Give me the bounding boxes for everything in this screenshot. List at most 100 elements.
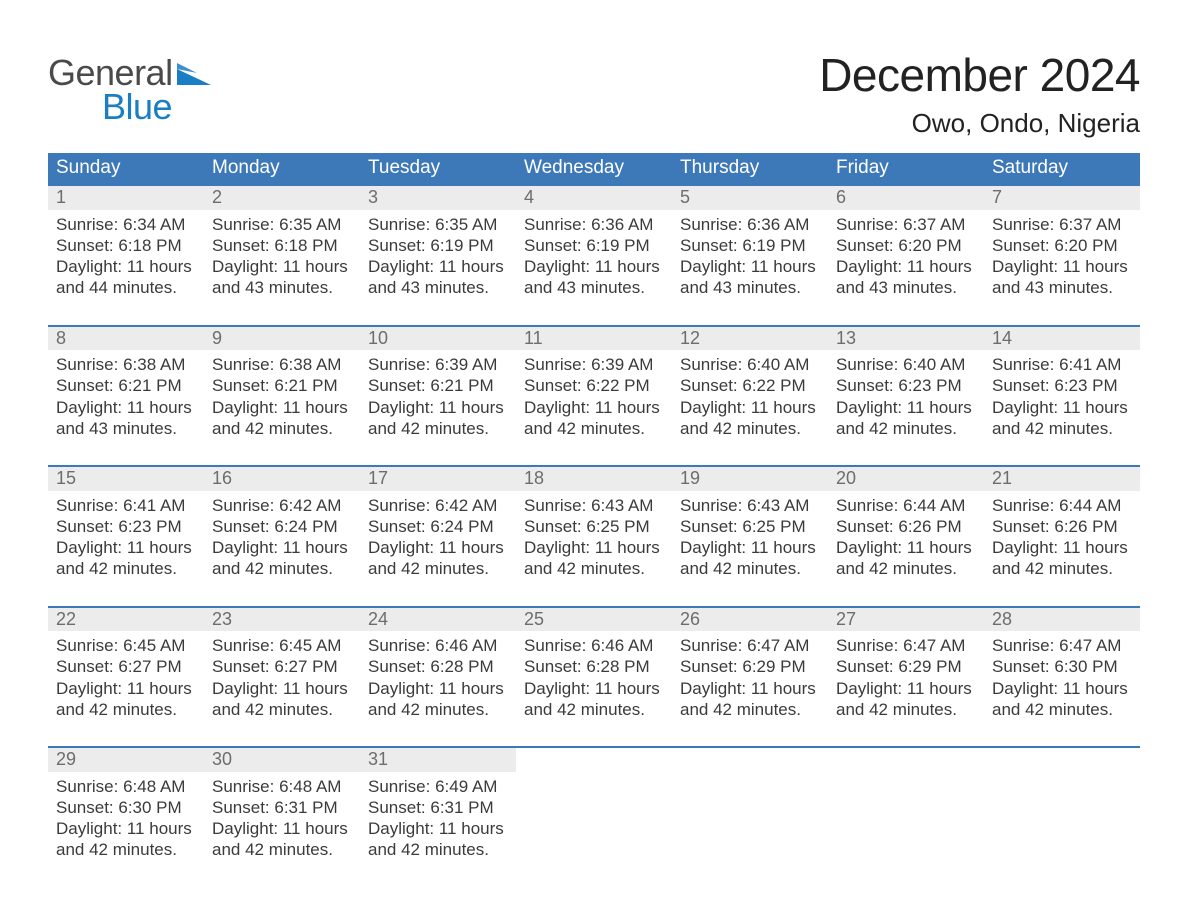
weekday-header: Friday <box>828 153 984 185</box>
daylight-line: Daylight: 11 hours and 42 minutes. <box>212 678 352 721</box>
sunrise-line: Sunrise: 6:43 AM <box>524 495 664 516</box>
sunrise-line: Sunrise: 6:48 AM <box>56 776 196 797</box>
day-number: 11 <box>516 327 672 351</box>
sunset-line: Sunset: 6:28 PM <box>524 656 664 677</box>
daylight-line: Daylight: 11 hours and 42 minutes. <box>680 678 820 721</box>
daylight-line: Daylight: 11 hours and 42 minutes. <box>524 397 664 440</box>
daylight-line: Daylight: 11 hours and 42 minutes. <box>368 397 508 440</box>
daylight-line: Daylight: 11 hours and 43 minutes. <box>680 256 820 299</box>
daylight-line: Daylight: 11 hours and 42 minutes. <box>212 818 352 861</box>
day-number: 26 <box>672 608 828 632</box>
day-cell: 10Sunrise: 6:39 AMSunset: 6:21 PMDayligh… <box>360 326 516 444</box>
day-cell: 28Sunrise: 6:47 AMSunset: 6:30 PMDayligh… <box>984 607 1140 725</box>
day-details: Sunrise: 6:44 AMSunset: 6:26 PMDaylight:… <box>828 491 984 584</box>
weekday-header: Monday <box>204 153 360 185</box>
day-details: Sunrise: 6:36 AMSunset: 6:19 PMDaylight:… <box>516 210 672 303</box>
sunrise-line: Sunrise: 6:38 AM <box>56 354 196 375</box>
calendar-page: General Blue December 2024 Owo, Ondo, Ni… <box>0 0 1188 905</box>
day-cell: 31Sunrise: 6:49 AMSunset: 6:31 PMDayligh… <box>360 747 516 865</box>
day-details: Sunrise: 6:37 AMSunset: 6:20 PMDaylight:… <box>984 210 1140 303</box>
day-number: 27 <box>828 608 984 632</box>
logo-flag-icon <box>177 52 211 93</box>
sunset-line: Sunset: 6:24 PM <box>368 516 508 537</box>
daylight-line: Daylight: 11 hours and 43 minutes. <box>524 256 664 299</box>
day-cell: 23Sunrise: 6:45 AMSunset: 6:27 PMDayligh… <box>204 607 360 725</box>
logo: General Blue <box>48 56 211 124</box>
day-number: 18 <box>516 467 672 491</box>
weekday-header: Sunday <box>48 153 204 185</box>
sunrise-line: Sunrise: 6:34 AM <box>56 214 196 235</box>
sunrise-line: Sunrise: 6:42 AM <box>368 495 508 516</box>
sunset-line: Sunset: 6:30 PM <box>992 656 1132 677</box>
day-number: 30 <box>204 748 360 772</box>
day-details: Sunrise: 6:40 AMSunset: 6:22 PMDaylight:… <box>672 350 828 443</box>
calendar-table: SundayMondayTuesdayWednesdayThursdayFrid… <box>48 153 1140 865</box>
weekday-header: Thursday <box>672 153 828 185</box>
day-cell: 8Sunrise: 6:38 AMSunset: 6:21 PMDaylight… <box>48 326 204 444</box>
page-title: December 2024 <box>819 48 1140 102</box>
day-number: 6 <box>828 186 984 210</box>
weekday-header: Wednesday <box>516 153 672 185</box>
sunset-line: Sunset: 6:19 PM <box>368 235 508 256</box>
day-cell: 19Sunrise: 6:43 AMSunset: 6:25 PMDayligh… <box>672 466 828 584</box>
page-subtitle: Owo, Ondo, Nigeria <box>819 108 1140 139</box>
sunset-line: Sunset: 6:25 PM <box>524 516 664 537</box>
daylight-line: Daylight: 11 hours and 42 minutes. <box>680 537 820 580</box>
day-details: Sunrise: 6:43 AMSunset: 6:25 PMDaylight:… <box>516 491 672 584</box>
daylight-line: Daylight: 11 hours and 42 minutes. <box>680 397 820 440</box>
sunset-line: Sunset: 6:24 PM <box>212 516 352 537</box>
sunrise-line: Sunrise: 6:35 AM <box>368 214 508 235</box>
week-separator <box>48 443 1140 466</box>
day-cell: 6Sunrise: 6:37 AMSunset: 6:20 PMDaylight… <box>828 185 984 303</box>
sunset-line: Sunset: 6:21 PM <box>368 375 508 396</box>
day-number: 12 <box>672 327 828 351</box>
day-number: 8 <box>48 327 204 351</box>
day-number: 22 <box>48 608 204 632</box>
sunset-line: Sunset: 6:21 PM <box>56 375 196 396</box>
sunrise-line: Sunrise: 6:36 AM <box>524 214 664 235</box>
day-number: 24 <box>360 608 516 632</box>
day-cell: 25Sunrise: 6:46 AMSunset: 6:28 PMDayligh… <box>516 607 672 725</box>
day-details: Sunrise: 6:48 AMSunset: 6:30 PMDaylight:… <box>48 772 204 865</box>
calendar-body: 1Sunrise: 6:34 AMSunset: 6:18 PMDaylight… <box>48 185 1140 865</box>
sunrise-line: Sunrise: 6:46 AM <box>524 635 664 656</box>
day-cell: 5Sunrise: 6:36 AMSunset: 6:19 PMDaylight… <box>672 185 828 303</box>
week-row: 22Sunrise: 6:45 AMSunset: 6:27 PMDayligh… <box>48 607 1140 725</box>
day-number: 20 <box>828 467 984 491</box>
daylight-line: Daylight: 11 hours and 43 minutes. <box>836 256 976 299</box>
week-separator <box>48 303 1140 326</box>
day-cell: 14Sunrise: 6:41 AMSunset: 6:23 PMDayligh… <box>984 326 1140 444</box>
sunset-line: Sunset: 6:19 PM <box>680 235 820 256</box>
daylight-line: Daylight: 11 hours and 42 minutes. <box>212 537 352 580</box>
day-number: 4 <box>516 186 672 210</box>
day-cell: 29Sunrise: 6:48 AMSunset: 6:30 PMDayligh… <box>48 747 204 865</box>
sunrise-line: Sunrise: 6:35 AM <box>212 214 352 235</box>
day-number: 14 <box>984 327 1140 351</box>
sunset-line: Sunset: 6:18 PM <box>56 235 196 256</box>
sunrise-line: Sunrise: 6:36 AM <box>680 214 820 235</box>
day-cell <box>984 747 1140 865</box>
day-details: Sunrise: 6:47 AMSunset: 6:29 PMDaylight:… <box>828 631 984 724</box>
sunset-line: Sunset: 6:28 PM <box>368 656 508 677</box>
day-details: Sunrise: 6:45 AMSunset: 6:27 PMDaylight:… <box>48 631 204 724</box>
day-cell: 7Sunrise: 6:37 AMSunset: 6:20 PMDaylight… <box>984 185 1140 303</box>
sunset-line: Sunset: 6:27 PM <box>212 656 352 677</box>
day-details: Sunrise: 6:48 AMSunset: 6:31 PMDaylight:… <box>204 772 360 865</box>
day-number: 10 <box>360 327 516 351</box>
day-details: Sunrise: 6:45 AMSunset: 6:27 PMDaylight:… <box>204 631 360 724</box>
day-details: Sunrise: 6:38 AMSunset: 6:21 PMDaylight:… <box>204 350 360 443</box>
day-number: 16 <box>204 467 360 491</box>
week-row: 29Sunrise: 6:48 AMSunset: 6:30 PMDayligh… <box>48 747 1140 865</box>
day-details: Sunrise: 6:46 AMSunset: 6:28 PMDaylight:… <box>360 631 516 724</box>
day-cell: 16Sunrise: 6:42 AMSunset: 6:24 PMDayligh… <box>204 466 360 584</box>
day-cell: 24Sunrise: 6:46 AMSunset: 6:28 PMDayligh… <box>360 607 516 725</box>
daylight-line: Daylight: 11 hours and 42 minutes. <box>836 397 976 440</box>
logo-word-blue: Blue <box>102 86 172 127</box>
daylight-line: Daylight: 11 hours and 42 minutes. <box>836 678 976 721</box>
sunrise-line: Sunrise: 6:45 AM <box>56 635 196 656</box>
day-details: Sunrise: 6:39 AMSunset: 6:21 PMDaylight:… <box>360 350 516 443</box>
sunrise-line: Sunrise: 6:47 AM <box>992 635 1132 656</box>
day-cell: 15Sunrise: 6:41 AMSunset: 6:23 PMDayligh… <box>48 466 204 584</box>
header-row: General Blue December 2024 Owo, Ondo, Ni… <box>48 48 1140 139</box>
day-cell: 20Sunrise: 6:44 AMSunset: 6:26 PMDayligh… <box>828 466 984 584</box>
